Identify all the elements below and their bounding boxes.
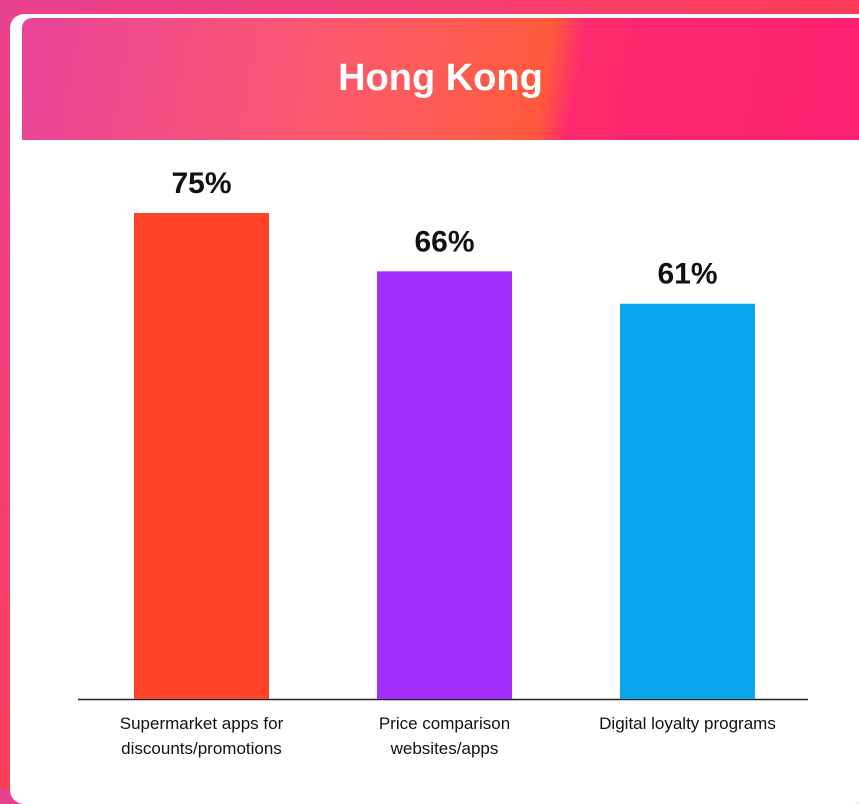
bar (620, 304, 755, 699)
value-label: 66% (414, 225, 474, 258)
value-label: 61% (657, 258, 717, 291)
chart: 75% 66% 61% (0, 0, 859, 790)
x-tick-label: Supermarket apps for discounts/promotion… (87, 711, 317, 761)
value-label: 75% (171, 167, 231, 200)
bar (134, 213, 269, 699)
page: Hong Kong 75%66%61% (() => { const data … (0, 0, 859, 790)
x-tick-label: Price comparison websites/apps (330, 711, 560, 761)
bar (377, 271, 512, 699)
x-tick-label: Digital loyalty programs (573, 711, 803, 736)
